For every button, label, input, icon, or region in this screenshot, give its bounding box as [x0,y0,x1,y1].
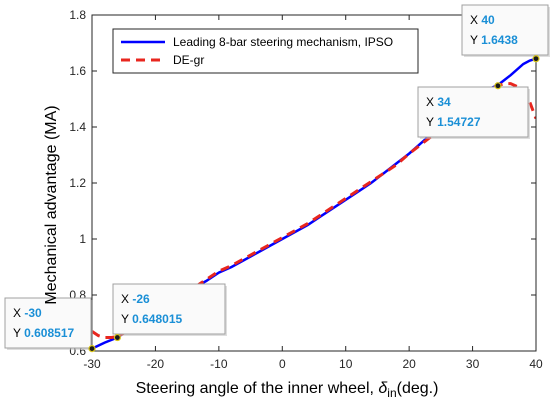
datatip-x-row: X 40 [470,13,495,27]
datatip[interactable]: X 40Y 1.6438 [461,4,550,63]
datatip-x-key: X [121,292,132,306]
datatip-x-value: 40 [481,13,495,27]
datatip-x-row: X 34 [426,95,451,109]
legend: Leading 8-bar steering mechanism, IPSO DE… [112,28,419,74]
legend-label-de-gr: DE-gr [173,53,204,67]
x-tick-label: -10 [210,357,228,371]
datatip-x-key: X [426,95,437,109]
datatip-box [417,86,529,138]
datatip-y-value: 1.6438 [481,33,518,47]
datatip-y-row: Y 0.648015 [121,312,183,326]
x-tick-label: -20 [147,357,165,371]
datatip-y-value: 1.54727 [437,115,481,129]
x-tick-label: 40 [529,357,543,371]
x-axis-label-main: Steering angle of the inner wheel, [136,380,379,397]
datatip-box [112,283,226,335]
x-tick-label: 20 [402,357,416,371]
datatip-marker[interactable] [113,333,121,342]
datatip-y-row: Y 0.608517 [13,326,75,340]
x-axis-label-unit: (deg.) [397,380,439,397]
datatip-x-key: X [13,306,24,320]
legend-box [112,28,419,74]
y-tick-label: 1.2 [69,176,86,190]
x-axis-label-symbol: δ [378,380,388,397]
y-axis-label: Mechanical advantage (MA) [43,105,60,304]
datatip-x-value: -30 [24,306,42,320]
datatip[interactable]: X -30Y 0.608517 [4,297,96,353]
y-tick-label: 1.4 [69,120,86,134]
datatip-y-key: Y [121,312,132,326]
datatip-marker[interactable] [88,345,96,353]
legend-label-ipso: Leading 8-bar steering mechanism, IPSO [173,35,393,49]
datatip-y-row: Y 1.6438 [470,33,518,47]
x-axis-label: Steering angle of the inner wheel, δin(d… [136,380,439,400]
datatip-y-key: Y [426,115,437,129]
datatip-x-value: 34 [437,95,451,109]
x-tick-label: 0 [279,357,286,371]
datatip-y-key: Y [470,33,481,47]
datatip-x-key: X [470,13,481,27]
x-tick-label: -30 [83,357,101,371]
y-tick-label: 1 [79,232,86,246]
datatip-y-key: Y [13,326,24,340]
datatip-box [4,297,92,349]
datatip-y-value: 0.608517 [24,326,74,340]
datatip-y-value: 0.648015 [132,312,182,326]
y-tick-label: 1.6 [69,64,86,78]
datatip-marker[interactable] [494,82,502,90]
datatip-x-value: -26 [132,292,150,306]
datatip-box [461,4,549,56]
y-tick-label: 1.8 [69,8,86,22]
datatip-x-row: X -30 [13,306,42,320]
datatip[interactable]: X -26Y 0.648015 [112,283,227,342]
datatip[interactable]: X 34Y 1.54727 [417,82,530,139]
x-axis-label-subscript: in [387,386,396,400]
x-tick-label: 30 [466,357,480,371]
x-tick-label: 10 [339,357,353,371]
datatip-marker[interactable] [532,55,540,63]
datatip-y-row: Y 1.54727 [426,115,481,129]
datatip-x-row: X -26 [121,292,150,306]
